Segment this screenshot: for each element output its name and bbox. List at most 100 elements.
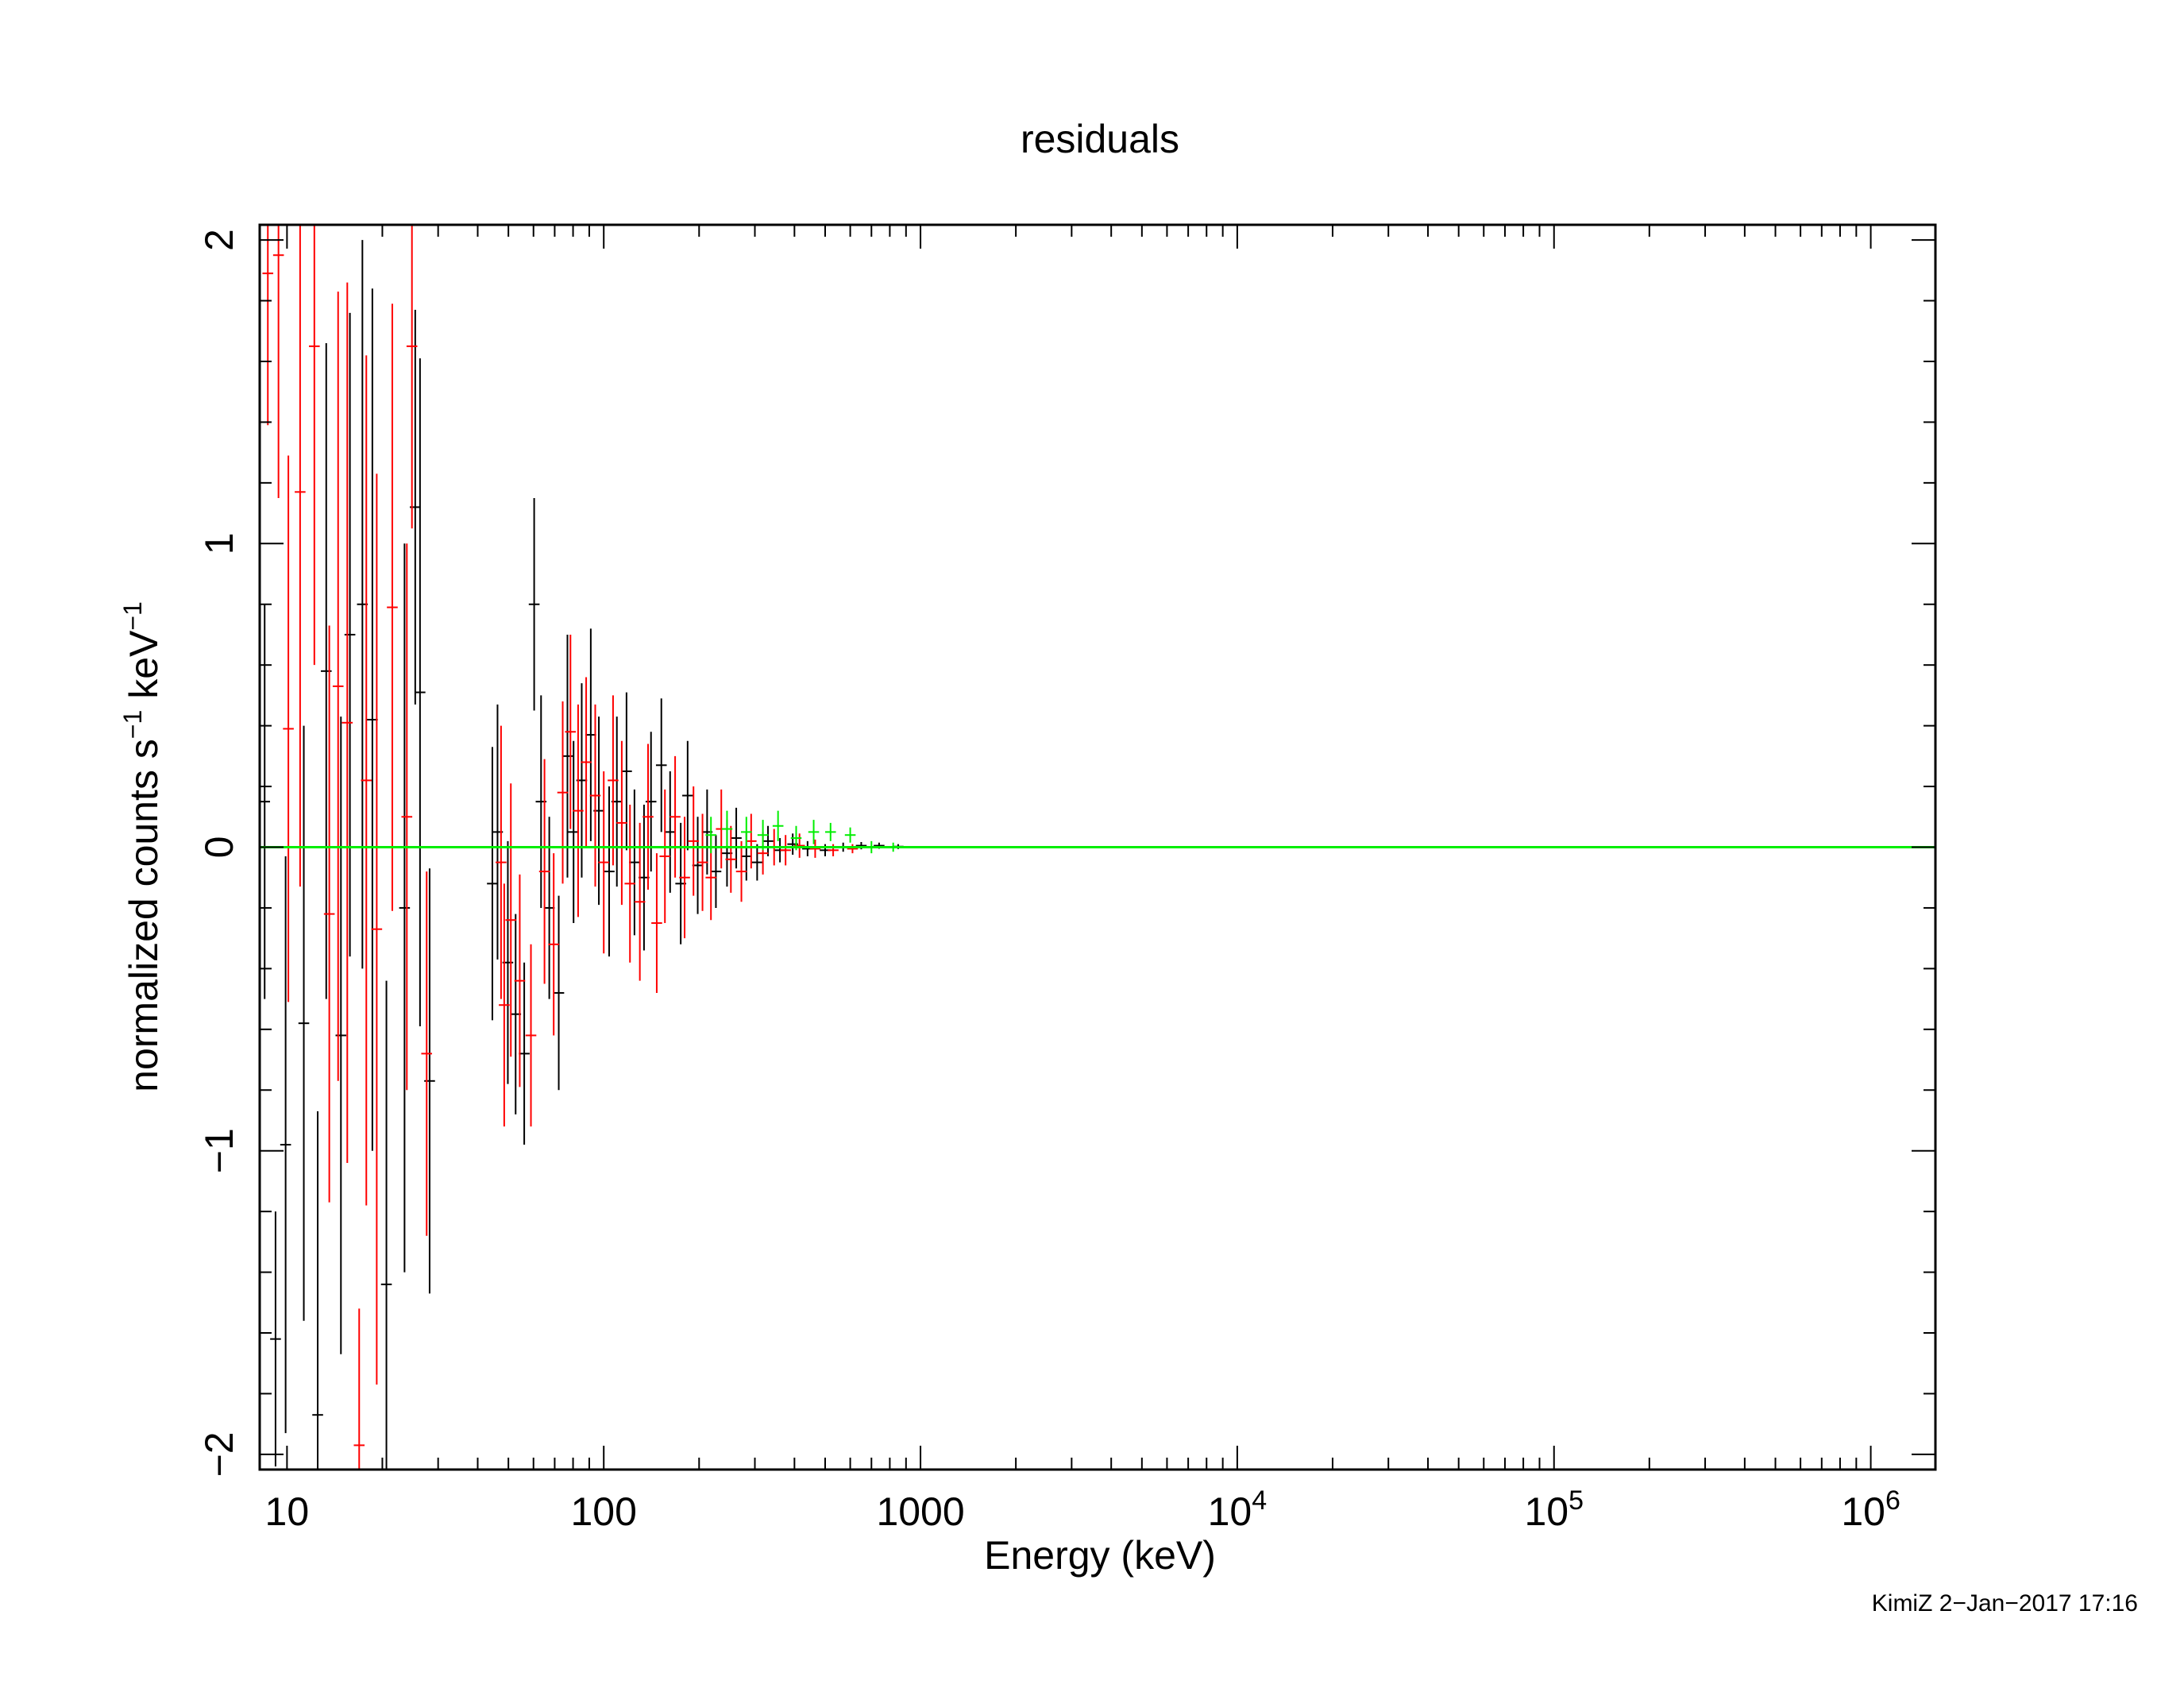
- series-3-point-3: [741, 817, 752, 848]
- plot-frame: [258, 223, 1937, 1471]
- series-2-point-25: [573, 704, 584, 917]
- axis-ticks: [260, 225, 1935, 1470]
- footer-stamp: KimiZ 2−Jan−2017 17:16: [1872, 1590, 2138, 1617]
- series-2-point-15: [421, 871, 433, 1236]
- x-tick-label: 104: [1208, 1485, 1268, 1534]
- series-2-point-38: [688, 786, 700, 896]
- y-tick-label: 2: [197, 229, 241, 251]
- series-2-point-24: [565, 634, 577, 829]
- series-1-point-47: [762, 825, 774, 856]
- series-3-point-2: [721, 810, 733, 848]
- series-1-point-4: [298, 725, 310, 1321]
- series-2-point-22: [548, 853, 559, 1036]
- series-2-group: [262, 225, 859, 1470]
- series-2-point-10: [361, 355, 372, 1206]
- series-1-point-20: [519, 962, 530, 1145]
- series-2-point-2: [272, 225, 284, 498]
- x-tick-label: 100: [570, 1489, 636, 1534]
- series-2-point-51: [847, 844, 859, 854]
- y-tick-label: 0: [197, 836, 241, 859]
- x-axis-label: Energy (keV): [984, 1533, 1216, 1578]
- x-tick-label-base: 10: [1524, 1489, 1569, 1534]
- series-1-point-11: [380, 980, 392, 1470]
- series-1-point-5: [312, 1111, 323, 1470]
- x-tick-label: 1000: [876, 1489, 964, 1534]
- series-1-point-33: [629, 789, 640, 936]
- y-label-sup1: −1: [118, 710, 147, 739]
- data-layer: [259, 225, 904, 1470]
- series-1-point-32: [621, 692, 632, 851]
- series-2-point-28: [598, 771, 610, 954]
- series-1-group: [259, 240, 904, 1470]
- series-3-point-5: [772, 810, 784, 841]
- series-1-point-8: [344, 312, 356, 957]
- series-2-point-4: [295, 225, 306, 887]
- series-2-point-5: [309, 225, 320, 666]
- series-2-point-20: [525, 944, 537, 1127]
- series-2-point-42: [725, 825, 737, 893]
- series-2-point-12: [387, 303, 398, 911]
- series-1-point-1: [259, 604, 271, 999]
- series-2-point-39: [696, 813, 708, 911]
- x-tick-label: 105: [1524, 1485, 1584, 1534]
- series-2-point-13: [401, 543, 413, 1091]
- series-2-point-16: [496, 725, 507, 999]
- x-tick-label: 10: [265, 1489, 310, 1534]
- series-1-point-26: [568, 740, 580, 924]
- series-2-point-11: [371, 473, 383, 1385]
- series-2-point-29: [608, 695, 619, 866]
- y-label-mid: keV: [122, 630, 166, 710]
- series-1-point-14: [415, 358, 426, 1026]
- series-3-group: [705, 810, 899, 854]
- series-2-point-1: [262, 225, 274, 426]
- series-1-point-2: [270, 1211, 281, 1467]
- series-1-point-46: [751, 844, 763, 881]
- series-2-point-9: [353, 1308, 365, 1470]
- series-2-point-43: [735, 840, 747, 902]
- series-2-point-35: [659, 789, 671, 924]
- series-3-point-8: [824, 822, 836, 841]
- series-1-point-36: [655, 698, 667, 832]
- series-3-point-4: [757, 820, 769, 851]
- series-1-point-30: [604, 786, 615, 957]
- tick-group: [260, 225, 1935, 1470]
- series-2-point-6: [323, 625, 335, 1203]
- x-tick-label-base: 10: [265, 1489, 310, 1534]
- series-2-point-49: [809, 839, 821, 858]
- series-3-point-7: [808, 820, 820, 844]
- series-1-point-21: [528, 497, 540, 711]
- series-1-point-39: [682, 740, 693, 851]
- series-2-point-47: [780, 835, 791, 866]
- x-tick-label-base: 10: [1841, 1489, 1885, 1534]
- series-2-point-36: [669, 755, 681, 878]
- y-label-sup2: −1: [118, 601, 147, 630]
- series-2-point-19: [514, 874, 526, 1087]
- y-tick-label: −2: [197, 1431, 241, 1477]
- series-2-point-50: [828, 844, 839, 856]
- series-1-point-16: [487, 747, 498, 1021]
- series-2-point-31: [624, 804, 636, 963]
- series-2-point-21: [538, 759, 550, 984]
- series-2-point-8: [341, 282, 353, 1163]
- series-1-point-44: [731, 807, 742, 869]
- chart-title: residuals: [1021, 117, 1179, 161]
- series-2-point-30: [616, 740, 627, 906]
- series-2-point-3: [283, 455, 294, 1002]
- series-2-point-7: [332, 292, 344, 1081]
- x-tick-label-exponent: 5: [1569, 1485, 1584, 1516]
- series-1-point-3: [280, 856, 291, 1434]
- x-tick-label-base: 1000: [876, 1489, 964, 1534]
- x-tick-label-base: 10: [1208, 1489, 1252, 1534]
- series-1-point-24: [553, 895, 565, 1091]
- series-2-point-23: [557, 701, 569, 884]
- series-2-point-34: [651, 853, 662, 993]
- series-2-point-26: [581, 677, 592, 848]
- series-2-point-32: [634, 822, 646, 981]
- series-2-point-17: [499, 883, 510, 1127]
- series-2-point-33: [642, 744, 654, 890]
- series-1-point-35: [645, 732, 657, 872]
- series-2-point-18: [505, 783, 517, 1057]
- series-1-point-15: [424, 868, 435, 1294]
